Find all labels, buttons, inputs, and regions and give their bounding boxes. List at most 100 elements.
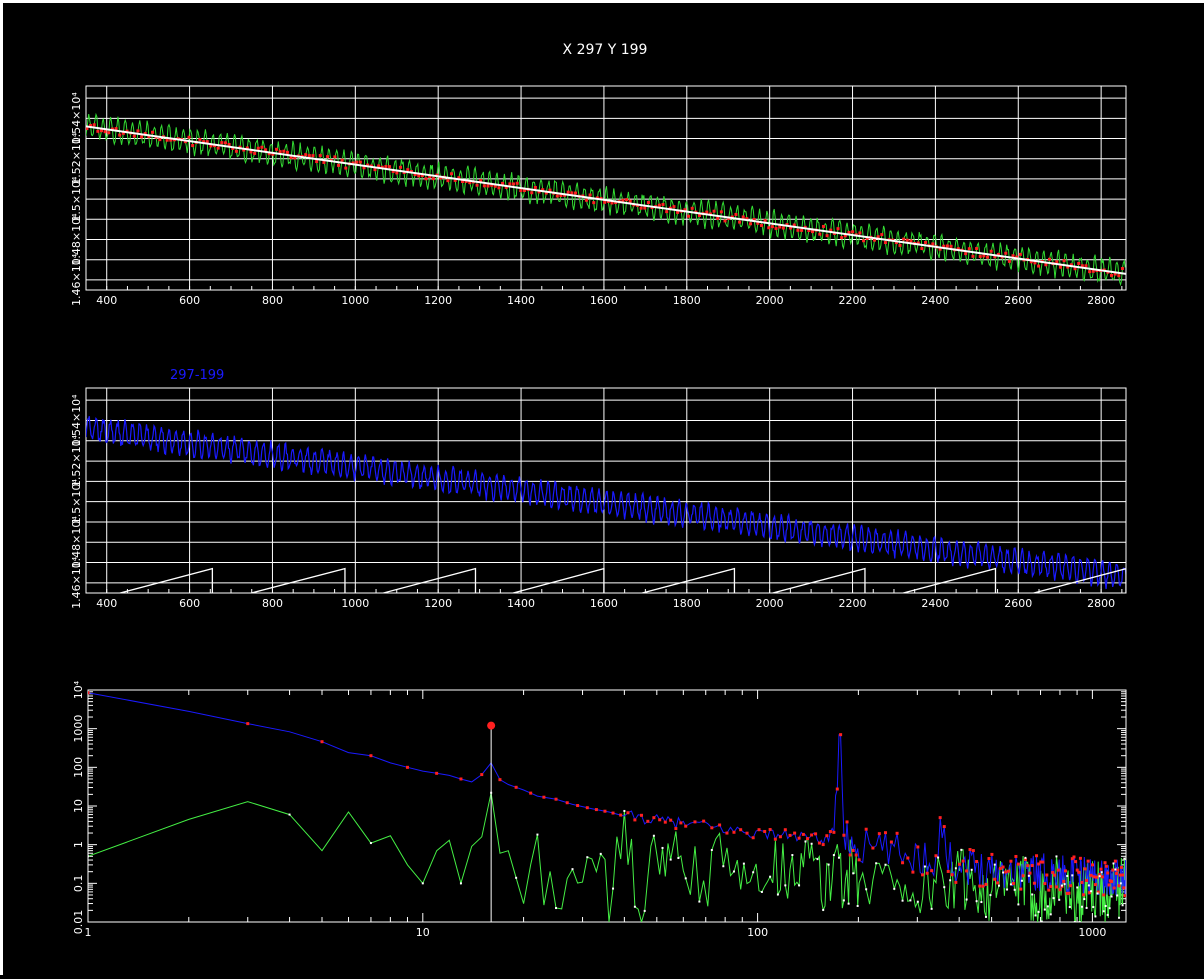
spectrum-point [1063, 869, 1067, 873]
residual-point [1046, 905, 1049, 908]
residual-point [916, 900, 919, 903]
bottom-panel: 1 10 100 1000 0.01 0.1 1 10 100 1000 10⁴ [72, 680, 1127, 939]
top-data-point [344, 166, 348, 170]
top-data-point [628, 199, 632, 203]
spectrum-point [783, 828, 787, 832]
spectrum-point [1030, 864, 1034, 868]
top-data-point [971, 254, 975, 258]
spectrum-point [1006, 869, 1010, 873]
spectrum-point [1086, 859, 1090, 863]
peak-marker [487, 721, 496, 730]
top-data-point [865, 236, 869, 240]
spectrum-point [851, 848, 855, 852]
residual-point [1066, 874, 1069, 877]
top-panel: 400 600 800 1000 1200 1400 1600 1800 2000 2200 240… [70, 85, 1127, 307]
spectrum-point [1009, 859, 1013, 863]
residual-point [837, 856, 840, 859]
top-data-point [1066, 265, 1070, 269]
residual-point [1037, 910, 1040, 913]
top-data-point [209, 144, 213, 148]
spectrum-point [1054, 885, 1058, 889]
top-data-point [687, 214, 691, 218]
spectrum-point [1035, 854, 1039, 858]
mid-sawtooth [117, 567, 1126, 593]
top-data-point [391, 169, 395, 173]
top-data-point [778, 225, 782, 229]
top-data-point [231, 146, 235, 150]
bot-x-tick-label: 1000 [1078, 926, 1106, 939]
top-data-layer [86, 112, 1126, 287]
mid-x-tick-label: 600 [179, 597, 200, 610]
spectrum-point [938, 816, 942, 820]
top-data-point [234, 149, 238, 153]
residual-point [1083, 898, 1086, 901]
residual-point [599, 852, 602, 855]
spectrum-point [1111, 868, 1115, 872]
top-data-point [1113, 272, 1117, 276]
spectrum-point [1021, 874, 1025, 878]
spectrum-point [1074, 860, 1078, 864]
residual-point [816, 858, 819, 861]
spectrum-point [1099, 867, 1103, 871]
top-minor-ticks [85, 286, 1123, 290]
top-data-point [165, 138, 169, 142]
spectrum-point [1011, 881, 1015, 885]
top-data-point [289, 156, 293, 160]
top-data-point [515, 181, 519, 185]
top-data-point [227, 143, 231, 147]
spectrum-point [889, 840, 893, 844]
spectrum-point [1070, 857, 1074, 861]
top-data-point [876, 235, 880, 239]
bot-x-tick-label: 10 [416, 926, 430, 939]
top-data-point [245, 146, 249, 150]
residual-point [1043, 908, 1046, 911]
top-data-point [103, 130, 107, 134]
top-data-point [89, 124, 93, 128]
top-data-point [818, 232, 822, 236]
top-data-point [213, 144, 217, 148]
spectrum-point [1026, 864, 1030, 868]
top-data-point [428, 175, 432, 179]
top-data-point [668, 206, 672, 210]
top-data-point [530, 191, 534, 195]
top-data-point [216, 146, 220, 150]
top-data-point [366, 163, 370, 167]
top-data-point [457, 176, 461, 180]
residual-point [791, 854, 794, 857]
spectrum-point [975, 860, 979, 864]
bot-x-tick-label: 100 [747, 926, 768, 939]
residual-point [822, 908, 825, 911]
top-data-point [825, 234, 829, 238]
spectrum-point [514, 785, 518, 789]
residual-point [752, 871, 755, 874]
top-data-point [989, 249, 993, 253]
spectrum-point [320, 740, 324, 744]
spectrum-point [1089, 873, 1093, 877]
residual-point [949, 879, 952, 882]
residual-point [1060, 884, 1063, 887]
spectrum-point [839, 733, 843, 737]
top-x-tick-label: 1000 [341, 294, 369, 307]
spectrum-point [658, 818, 662, 822]
top-data-point [198, 137, 202, 141]
top-data-point [898, 243, 902, 247]
residual-point [960, 848, 963, 851]
mid-y-tick-label: 1.46×10⁴ [70, 556, 83, 609]
sawtooth-segment [117, 567, 214, 593]
residual-point [1116, 894, 1119, 897]
top-data-point [275, 147, 279, 151]
residual-point [643, 909, 646, 912]
top-data-point [931, 242, 935, 246]
top-data-point [398, 165, 402, 169]
residual-point [776, 893, 779, 896]
mid-x-tick-label: 1000 [341, 597, 369, 610]
spectrum-point [594, 808, 598, 812]
top-data-point [621, 198, 625, 202]
top-data-point [537, 190, 541, 194]
top-x-tick-label: 2400 [921, 294, 949, 307]
top-data-point [745, 217, 749, 221]
residual-point [710, 849, 713, 852]
spectrum-point [1123, 894, 1126, 898]
top-y-tick-label: 1.48×10⁴ [70, 213, 83, 266]
